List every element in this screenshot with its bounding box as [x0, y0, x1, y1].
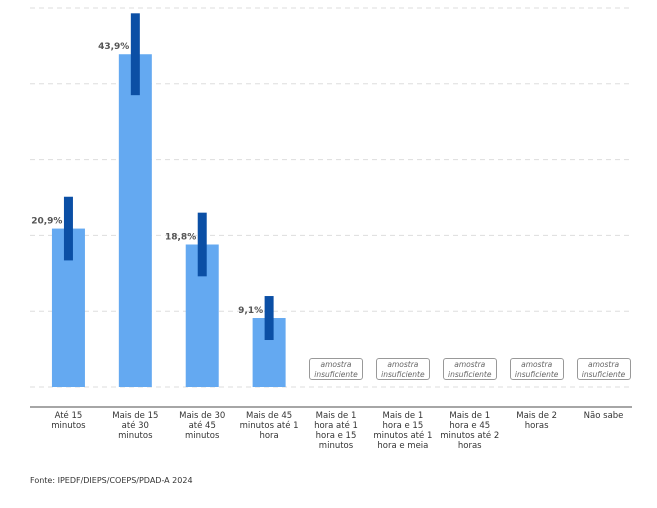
value-label: 43,9% — [98, 42, 129, 52]
null-label: amostra insuficiente — [309, 358, 363, 380]
null-label: amostra insuficiente — [442, 358, 497, 380]
x-tick-label: Mais de 1 hora e 45 minutos até 2 horas — [440, 411, 500, 451]
bar — [118, 54, 152, 387]
null-label: amostra insuficiente — [509, 358, 564, 380]
null-label: amostra insuficiente — [375, 358, 430, 380]
value-label: 9,1% — [238, 306, 263, 316]
x-tick-label: Mais de 1 hora e 15 minutos até 1 hora e… — [373, 411, 433, 451]
x-tick-label: Mais de 15 até 30 minutos — [112, 411, 159, 441]
error-bar — [264, 296, 274, 341]
source: Fonte: IPEDF/DIEPS/COEPS/PDAD-A 2024 — [30, 476, 193, 485]
error-bar — [197, 212, 207, 277]
x-tick-label: Mais de 30 até 45 minutos — [179, 411, 226, 441]
x-tick-label: Mais de 1 hora até 1 hora e 15 minutos — [314, 411, 358, 451]
x-tick-label: Mais de 45 minutos até 1 hora — [239, 411, 299, 441]
error-bar — [63, 196, 73, 261]
x-tick-label: Até 15 minutos — [51, 411, 86, 431]
error-bar — [130, 13, 140, 96]
value-label: 18,8% — [165, 232, 196, 242]
null-label: amostra insuficiente — [576, 358, 631, 380]
x-tick-label: Não sabe — [583, 411, 624, 421]
x-tick-label: Mais de 2 horas — [516, 411, 558, 431]
value-label: 20,9% — [31, 217, 62, 227]
